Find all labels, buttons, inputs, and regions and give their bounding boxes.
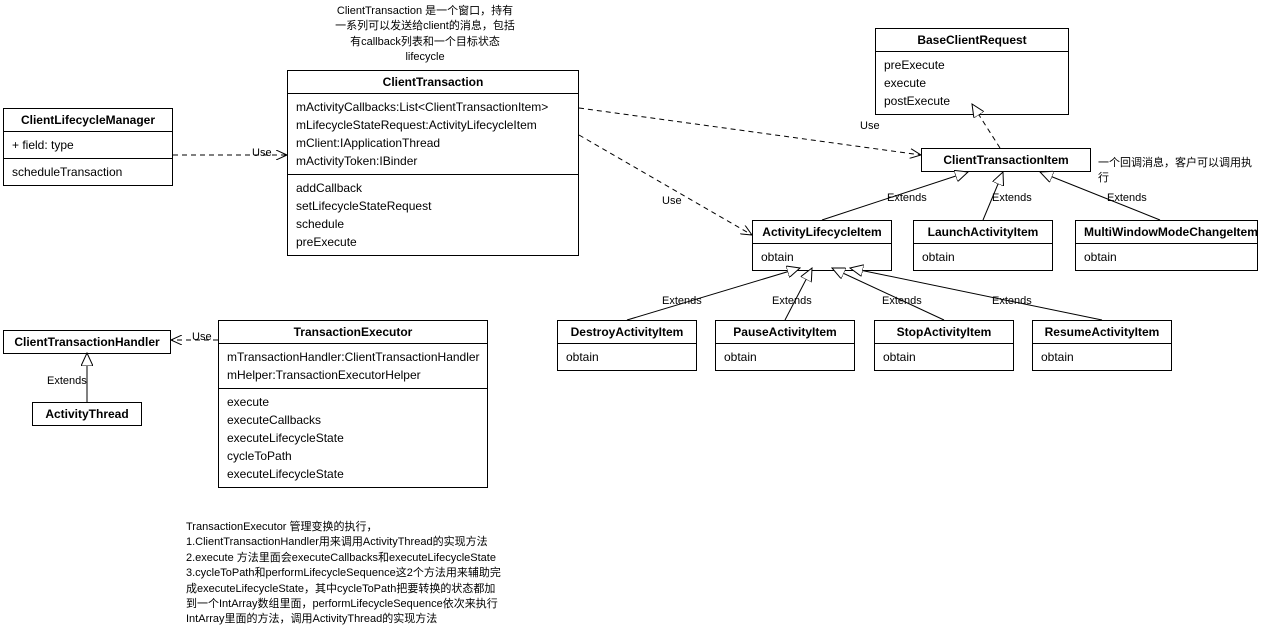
method: preExecute [296,233,570,251]
edge-label-extends: Extends [660,295,704,307]
field: mClient:IApplicationThread [296,134,570,152]
edge-label-extends: Extends [770,295,814,307]
title: ActivityThread [33,403,141,425]
method: cycleToPath [227,447,479,465]
edge-label-extends: Extends [885,192,929,204]
title: PauseActivityItem [716,321,854,344]
note-clienttransaction: ClientTransaction 是一个窗口，持有一系列可以发送给client… [310,4,540,66]
box-clientlifecyclemanager: ClientLifecycleManager + field: type sch… [3,108,173,186]
edge-label-extends: Extends [990,295,1034,307]
box-baseclientrequest: BaseClientRequest preExecute execute pos… [875,28,1069,115]
method: postExecute [884,92,1060,110]
box-destroyactivityitem: DestroyActivityItem obtain [557,320,697,371]
method: executeCallbacks [227,411,479,429]
box-multiwindowmodechangeitem: MultiWindowModeChangeItem obtain [1075,220,1258,271]
method: addCallback [296,179,570,197]
method: obtain [922,248,1044,266]
box-clienttransaction: ClientTransaction mActivityCallbacks:Lis… [287,70,579,256]
title: ClientTransactionItem [922,149,1090,171]
field: mLifecycleStateRequest:ActivityLifecycle… [296,116,570,134]
method: obtain [566,348,688,366]
method: execute [227,393,479,411]
title: BaseClientRequest [876,29,1068,52]
box-transactionexecutor: TransactionExecutor mTransactionHandler:… [218,320,488,488]
title: ActivityLifecycleItem [753,221,891,244]
method: schedule [296,215,570,233]
method: obtain [761,248,883,266]
field: + field: type [12,136,164,154]
edge-label-use: Use [660,195,684,207]
box-pauseactivityitem: PauseActivityItem obtain [715,320,855,371]
title: MultiWindowModeChangeItem [1076,221,1257,244]
title: LaunchActivityItem [914,221,1052,244]
title: ClientTransaction [288,71,578,94]
note-clienttransactionitem: 一个回调消息，客户可以调用执行 [1098,156,1261,187]
method: preExecute [884,56,1060,74]
edge-label-use: Use [190,331,214,343]
box-stopactivityitem: StopActivityItem obtain [874,320,1014,371]
method: execute [884,74,1060,92]
field: mActivityCallbacks:List<ClientTransactio… [296,98,570,116]
box-resumeactivityitem: ResumeActivityItem obtain [1032,320,1172,371]
box-launchactivityitem: LaunchActivityItem obtain [913,220,1053,271]
edge-label-use: Use [250,147,274,159]
title: ClientTransactionHandler [4,331,170,353]
method: obtain [1084,248,1249,266]
edge-label-use: Use [858,120,882,132]
method: obtain [724,348,846,366]
method: obtain [883,348,1005,366]
edge-label-extends: Extends [990,192,1034,204]
method: obtain [1041,348,1163,366]
box-clienttransactionitem: ClientTransactionItem [921,148,1091,172]
method: setLifecycleStateRequest [296,197,570,215]
title: DestroyActivityItem [558,321,696,344]
title: StopActivityItem [875,321,1013,344]
box-activitythread: ActivityThread [32,402,142,426]
note-transactionexecutor: TransactionExecutor 管理变换的执行，1.ClientTran… [186,520,546,628]
box-activitylifecycleitem: ActivityLifecycleItem obtain [752,220,892,271]
field: mActivityToken:IBinder [296,152,570,170]
edge-label-extends: Extends [880,295,924,307]
method: executeLifecycleState [227,429,479,447]
edge-label-extends: Extends [1105,192,1149,204]
method: scheduleTransaction [12,163,164,181]
edge-label-extends: Extends [45,375,89,387]
title: ResumeActivityItem [1033,321,1171,344]
method: executeLifecycleState [227,465,479,483]
title: TransactionExecutor [219,321,487,344]
field: mHelper:TransactionExecutorHelper [227,366,479,384]
box-clienttransactionhandler: ClientTransactionHandler [3,330,171,354]
title: ClientLifecycleManager [4,109,172,132]
field: mTransactionHandler:ClientTransactionHan… [227,348,479,366]
